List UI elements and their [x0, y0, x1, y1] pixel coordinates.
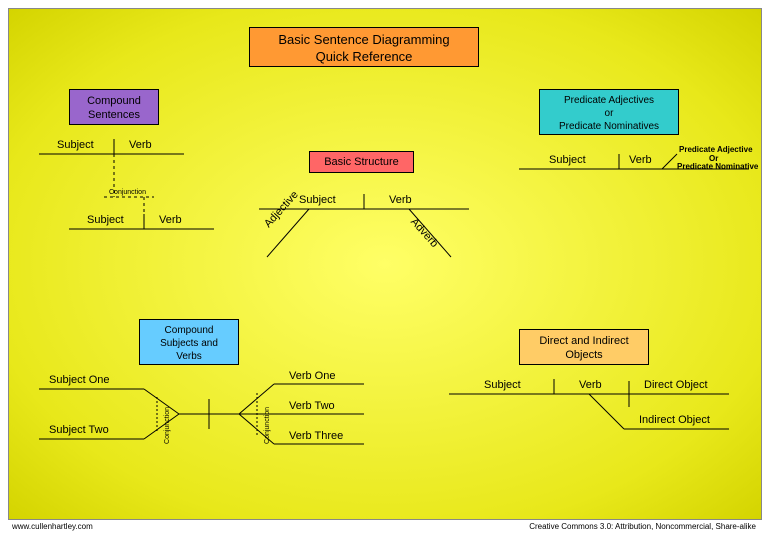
diagram-canvas: Basic Sentence Diagramming Quick Referen… — [8, 8, 762, 520]
footer-left: www.cullenhartley.com — [12, 522, 93, 531]
footer-right: Creative Commons 3.0: Attribution, Nonco… — [529, 522, 756, 531]
di-verb: Verb — [579, 379, 602, 391]
csv-subj2: Subject Two — [49, 424, 109, 436]
cs-subject2: Subject — [87, 214, 124, 226]
csv-conj1: Conjunction — [164, 407, 171, 444]
cs-verb2: Verb — [159, 214, 182, 226]
pr-subject: Subject — [549, 154, 586, 166]
csv-verb3: Verb Three — [289, 430, 343, 442]
bs-subject: Subject — [299, 194, 336, 206]
di-direct: Direct Object — [644, 379, 708, 391]
di-indirect: Indirect Object — [639, 414, 710, 426]
diagram-lines — [9, 9, 761, 519]
di-subject: Subject — [484, 379, 521, 391]
cs-verb1: Verb — [129, 139, 152, 151]
cs-subject1: Subject — [57, 139, 94, 151]
csv-conj2: Conjunction — [264, 407, 271, 444]
csv-verb2: Verb Two — [289, 400, 335, 412]
bs-verb: Verb — [389, 194, 412, 206]
csv-verb1: Verb One — [289, 370, 335, 382]
pr-verb: Verb — [629, 154, 652, 166]
cs-conjunction: Conjunction — [109, 189, 146, 196]
page: Basic Sentence Diagramming Quick Referen… — [0, 0, 768, 543]
pr-prednom: Predicate Nominative — [677, 162, 758, 171]
csv-subj1: Subject One — [49, 374, 110, 386]
pr-predadj: Predicate Adjective — [679, 145, 753, 154]
